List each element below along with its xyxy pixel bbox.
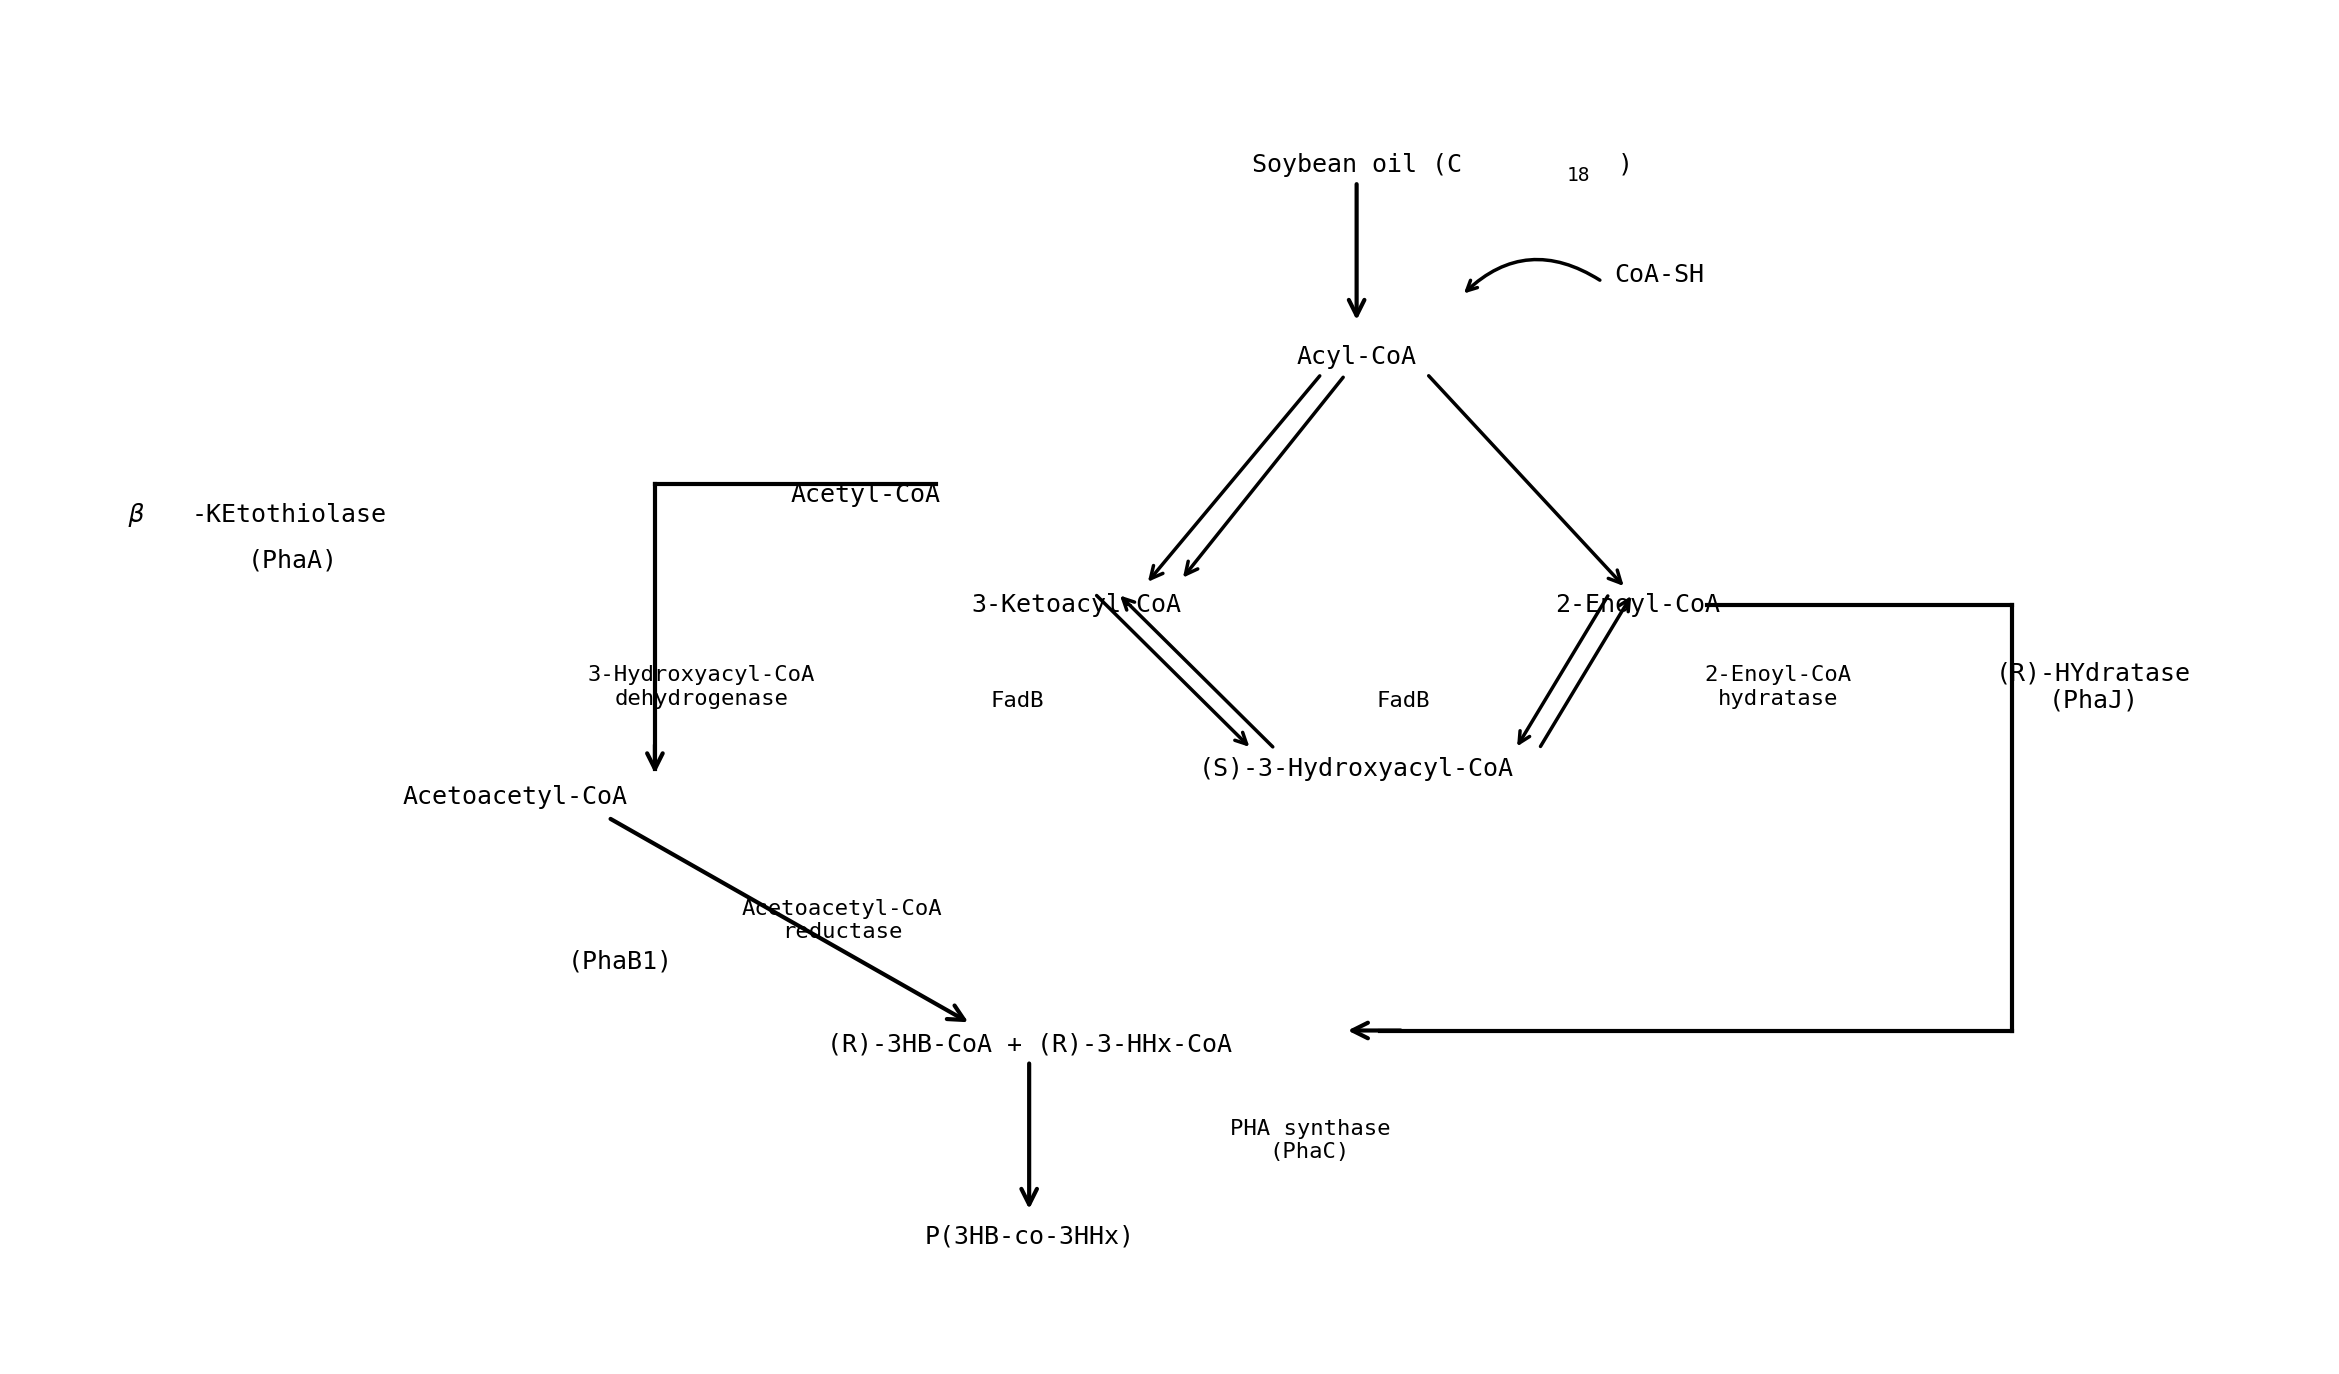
Text: Soybean oil (C: Soybean oil (C <box>1251 153 1462 177</box>
Text: PHA synthase
(PhaC): PHA synthase (PhaC) <box>1230 1118 1389 1162</box>
Text: (R)-3HB-CoA + (R)-3-HHx-CoA: (R)-3HB-CoA + (R)-3-HHx-CoA <box>826 1032 1233 1057</box>
Text: CoA-SH: CoA-SH <box>1614 262 1703 287</box>
Text: FadB: FadB <box>992 691 1043 710</box>
Text: (S)-3-Hydroxyacyl-CoA: (S)-3-Hydroxyacyl-CoA <box>1200 757 1513 782</box>
Text: 18: 18 <box>1567 166 1591 185</box>
Text: 2-Enoyl-CoA: 2-Enoyl-CoA <box>1555 592 1719 617</box>
Text: FadB: FadB <box>1378 691 1429 710</box>
Text: 2-Enoyl-CoA
hydratase: 2-Enoyl-CoA hydratase <box>1705 665 1850 709</box>
Text: -KEtothiolase: -KEtothiolase <box>192 503 386 528</box>
Text: 3-Hydroxyacyl-CoA
dehydrogenase: 3-Hydroxyacyl-CoA dehydrogenase <box>587 665 816 709</box>
Text: (R)-HYdratase
(PhaJ): (R)-HYdratase (PhaJ) <box>1995 661 2192 713</box>
Text: Acyl-CoA: Acyl-CoA <box>1296 345 1417 370</box>
Text: 3-Ketoacyl-CoA: 3-Ketoacyl-CoA <box>971 592 1181 617</box>
Text: P(3HB-co-3HHx): P(3HB-co-3HHx) <box>924 1224 1134 1249</box>
Text: Acetoacetyl-CoA
reductase: Acetoacetyl-CoA reductase <box>741 899 943 943</box>
Text: (PhaA): (PhaA) <box>248 548 337 573</box>
Text: ): ) <box>1619 153 1633 177</box>
Text: (PhaB1): (PhaB1) <box>568 949 671 974</box>
Text: Acetyl-CoA: Acetyl-CoA <box>791 482 940 507</box>
Text: Acetoacetyl-CoA: Acetoacetyl-CoA <box>402 785 627 809</box>
Text: β: β <box>129 503 143 528</box>
